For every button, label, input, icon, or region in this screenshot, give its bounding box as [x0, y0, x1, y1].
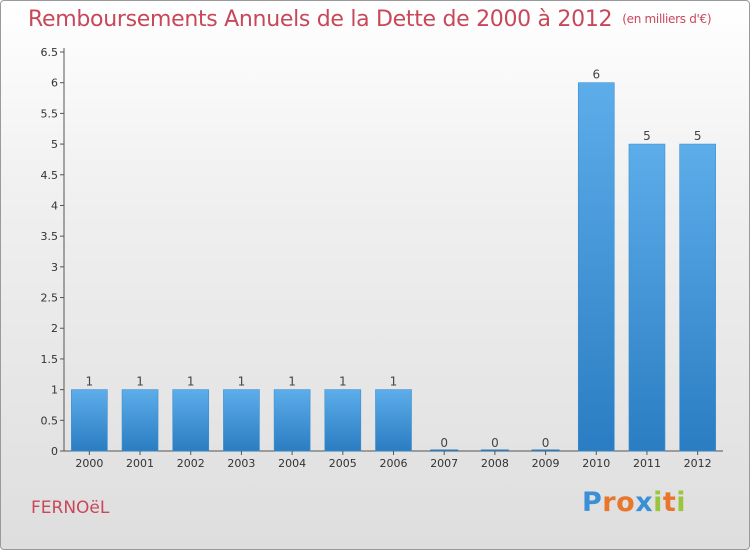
logo-letter: t	[662, 487, 677, 518]
y-tick-label: 0	[51, 445, 58, 458]
bar-value-label: 5	[694, 129, 702, 143]
proxiti-logo: Proxiti	[582, 487, 686, 518]
x-tick-label: 2009	[532, 457, 560, 470]
y-tick-label: 5.5	[41, 107, 59, 120]
y-tick-label: 4	[51, 199, 58, 212]
chart-title: Remboursements Annuels de la Dette de 20…	[28, 7, 613, 32]
bar-value-label: 1	[238, 375, 246, 389]
bar-value-label: 1	[390, 375, 398, 389]
y-tick-label: 1	[51, 384, 58, 397]
bar	[679, 143, 716, 452]
bar-value-label: 1	[86, 375, 94, 389]
y-tick-label: 0.5	[41, 414, 59, 427]
y-tick-label: 3.5	[41, 230, 59, 243]
logo-letter: P	[582, 487, 603, 518]
bar-value-label: 0	[440, 436, 448, 450]
x-tick-label: 2000	[75, 457, 103, 470]
bar-value-label: 1	[339, 375, 347, 389]
bar	[324, 389, 362, 452]
commune-name: FERNOëL	[31, 498, 110, 518]
bar	[531, 449, 560, 451]
bar	[223, 389, 260, 452]
x-tick-label: 2005	[329, 457, 357, 470]
chart-subtitle: (en milliers d'€)	[622, 12, 712, 26]
bar	[121, 389, 159, 452]
x-tick-label: 2002	[177, 457, 205, 470]
bar	[273, 389, 311, 452]
bar	[628, 143, 666, 452]
bar-value-label: 1	[288, 375, 296, 389]
bar	[430, 449, 459, 451]
bar-value-label: 6	[592, 68, 600, 82]
y-tick-label: 4.5	[41, 169, 59, 182]
bar-value-label: 1	[136, 375, 144, 389]
x-tick-label: 2008	[481, 457, 509, 470]
bar	[375, 389, 412, 452]
bar	[71, 389, 108, 452]
x-tick-label: 2007	[430, 457, 458, 470]
bar-value-label: 0	[491, 436, 499, 450]
x-tick-label: 2004	[278, 457, 306, 470]
y-tick-label: 5	[51, 138, 58, 151]
bar-value-label: 1	[187, 375, 195, 389]
logo-letter: x	[635, 487, 654, 518]
chart-title-block: Remboursements Annuels de la Dette de 20…	[28, 7, 712, 32]
logo-letter: o	[616, 487, 636, 518]
y-tick-label: 6	[51, 77, 58, 90]
x-tick-label: 2011	[633, 457, 661, 470]
x-tick-label: 2012	[684, 457, 712, 470]
y-tick-label: 2	[51, 322, 58, 335]
y-tick-label: 3	[51, 261, 58, 274]
x-tick-label: 2003	[227, 457, 255, 470]
bar-value-label: 5	[643, 129, 651, 143]
x-tick-label: 2001	[126, 457, 154, 470]
logo-letter: i	[676, 487, 687, 518]
y-tick-label: 2.5	[41, 292, 59, 305]
x-tick-label: 2010	[582, 457, 610, 470]
bar	[172, 389, 210, 452]
bar	[577, 82, 615, 452]
bar-value-label: 0	[542, 436, 550, 450]
bar	[480, 449, 509, 451]
y-tick-label: 1.5	[41, 353, 59, 366]
logo-letter: i	[653, 487, 663, 518]
y-tick-label: 6.5	[41, 46, 59, 59]
logo-letter: r	[602, 487, 617, 518]
x-tick-label: 2006	[380, 457, 408, 470]
